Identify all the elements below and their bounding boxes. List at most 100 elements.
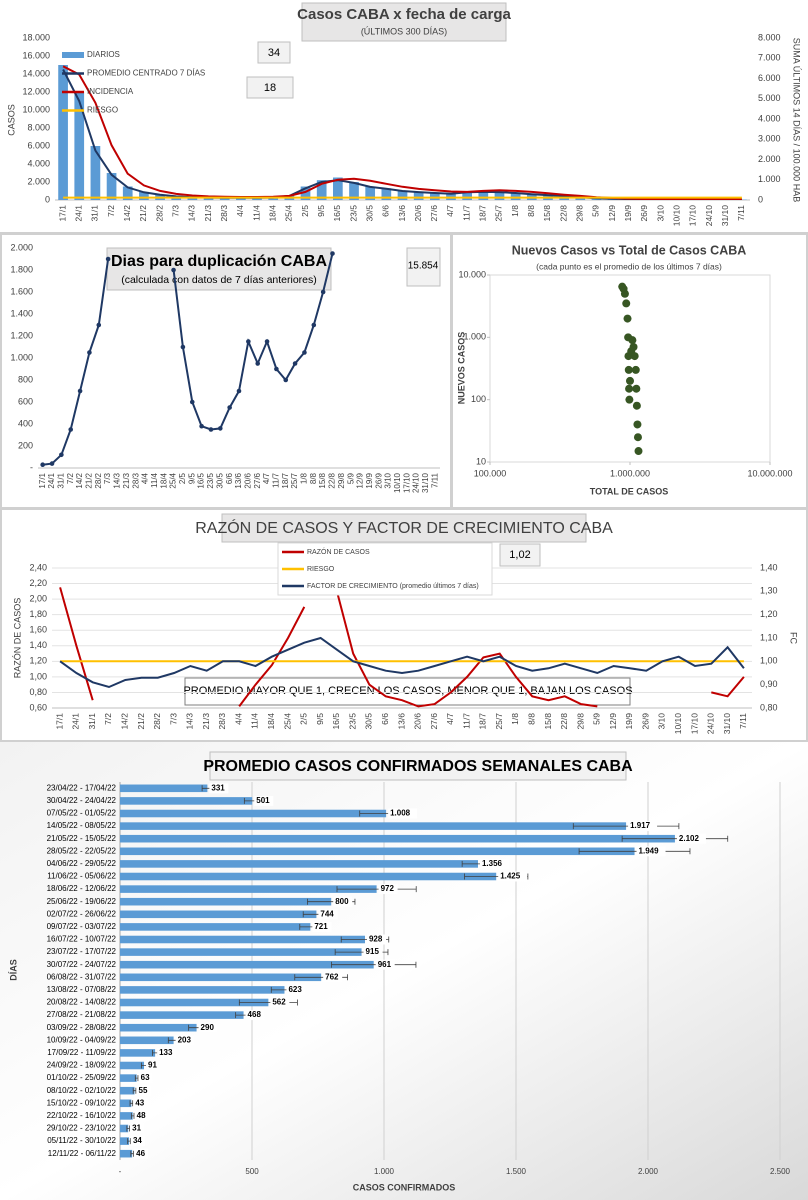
x-tick-label: 14/2 [122, 205, 132, 222]
bar [120, 935, 365, 944]
x-tick-label: 8/8 [309, 472, 318, 484]
x-tick-label: 18/7 [478, 713, 488, 730]
x-tick-label: 10/10 [673, 713, 683, 735]
y-tick-label: 12/11/22 - 06/11/22 [48, 1149, 117, 1158]
x-tick-label: 25/7 [494, 205, 504, 222]
x-tick-label: 16/5 [197, 472, 206, 488]
y-tick-label: 2.000 [27, 176, 50, 186]
y-tick-label: 06/08/22 - 31/07/22 [47, 972, 117, 981]
y-tick-label: 10.000 [22, 104, 50, 114]
data-label-bg [479, 858, 509, 869]
data-label-bg [378, 884, 398, 895]
x-tick-label: 27/6 [429, 713, 439, 730]
x-tick-label: 28/3 [131, 472, 140, 488]
bar [494, 191, 505, 200]
line [59, 587, 745, 708]
annotation-box [257, 41, 291, 64]
y-tick-label: 6.000 [27, 140, 50, 150]
data-label: 46 [136, 1149, 145, 1158]
x-tick-label: 12/9 [608, 713, 618, 730]
marker [283, 377, 289, 383]
x-tick-label: 31/10 [421, 472, 430, 493]
x-tick-label: 19/9 [365, 472, 374, 488]
y-tick-label: 14.000 [22, 68, 50, 78]
y-tick-label: 1,20 [29, 656, 47, 666]
data-label-bg [134, 1148, 149, 1159]
x-tick-label: 22/8 [559, 713, 569, 730]
data-label: 133 [159, 1048, 173, 1057]
legend-label: DIARIOS [87, 50, 120, 59]
y-tick-label: 1.200 [10, 330, 33, 340]
y-tick-label: 15/10/22 - 09/10/22 [47, 1098, 117, 1107]
x-tick-label: 11/7 [272, 472, 281, 488]
data-label-bg [270, 997, 290, 1008]
bar [120, 973, 322, 982]
chart-subtitle: (calculada con datos de 7 días anteriore… [121, 274, 317, 286]
y-tick-label: - [30, 462, 33, 472]
y-tick-label: 800 [18, 374, 33, 384]
x-tick-label: 9/5 [316, 205, 326, 217]
x-tick-label: 20/6 [413, 713, 423, 730]
data-label-bg [498, 871, 528, 882]
x-tick-label: 13/6 [234, 472, 243, 488]
y-tick-label: 16.000 [22, 50, 50, 60]
marker [292, 361, 298, 366]
bar [120, 1124, 129, 1133]
bar [120, 784, 208, 793]
bar [139, 191, 149, 200]
x-tick-label: 28/2 [94, 472, 103, 488]
x-tick-label: 11/4 [250, 713, 260, 729]
bar [236, 197, 246, 200]
annotation-box [499, 543, 541, 567]
x-tick-label: 28/2 [154, 205, 164, 222]
y-tick-label: 28/05/22 - 22/05/22 [47, 846, 117, 855]
y-tick-label: 0,60 [29, 702, 47, 712]
marker [40, 462, 45, 468]
error-bar [134, 1075, 139, 1082]
data-label: 1.356 [482, 859, 503, 868]
legend-label: FACTOR DE CRECIMIENTO (promedio últimos … [307, 583, 479, 590]
x-tick-label: 17/10 [402, 472, 411, 493]
y-tick-label: 2,40 [29, 562, 47, 572]
data-label-bg [318, 909, 338, 920]
x-tick-label: 21/2 [85, 472, 94, 488]
legend-swatch [62, 52, 84, 58]
x-tick-label: 29/8 [575, 205, 585, 222]
y-tick-label: 17/09/22 - 11/09/22 [47, 1048, 116, 1057]
bar [268, 197, 279, 200]
marker [302, 350, 307, 355]
x-tick-label: 4/4 [233, 713, 243, 725]
x-tick-label: 2/5 [300, 205, 310, 217]
x-tick-label: 25/4 [169, 472, 178, 488]
legend-box [277, 542, 493, 596]
y2-tick-label: 0,90 [760, 679, 778, 689]
data-label: 290 [201, 1023, 215, 1032]
x-tick-label: 19/9 [624, 713, 634, 730]
bar [122, 186, 133, 200]
line [59, 636, 745, 689]
x-tick-label: 18/4 [159, 472, 168, 488]
x-tick-label: 8/8 [526, 713, 536, 725]
x-tick-label: 6/6 [380, 713, 390, 725]
marker [49, 461, 55, 466]
x-tick-label: 20/6 [243, 472, 252, 488]
error-bar [129, 1100, 134, 1107]
y-tick-label: 21/05/22 - 15/05/22 [47, 834, 117, 843]
x-tick-label: 14/2 [75, 472, 84, 488]
bar [120, 948, 362, 956]
x-tick-label: 18/4 [267, 205, 277, 222]
x-tick-label: 7/11 [736, 205, 746, 221]
title-box [106, 247, 332, 291]
chart-title: Nuevos Casos vs Total de Casos CABA [512, 243, 747, 257]
y2-tick-label: 6.000 [758, 73, 781, 83]
data-label: 63 [141, 1073, 150, 1082]
marker [246, 339, 251, 344]
marker [59, 452, 64, 458]
bar [187, 197, 198, 200]
bar [219, 197, 230, 200]
y-tick-label: 600 [18, 396, 33, 406]
bar [120, 1023, 197, 1032]
bar [429, 192, 440, 200]
y2-tick-label: 5.000 [758, 93, 781, 103]
error-bar [578, 848, 691, 855]
